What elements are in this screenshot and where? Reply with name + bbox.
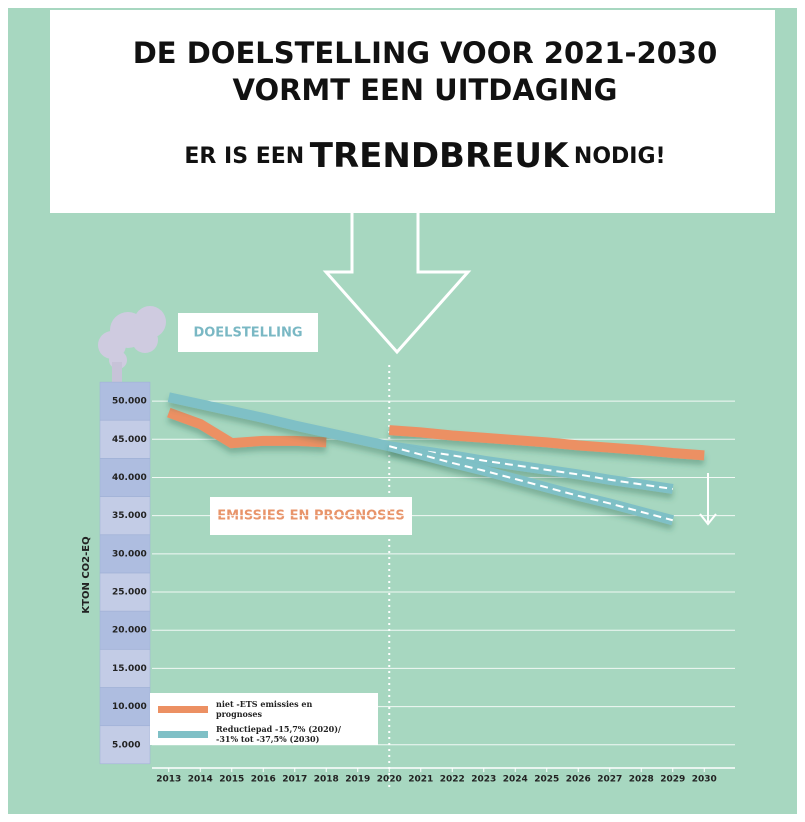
- chimney-block: [99, 496, 151, 535]
- y-tick-label: 50.000: [112, 397, 147, 407]
- down-arrow: [699, 473, 717, 526]
- y-tick-label: 30.000: [112, 549, 147, 559]
- y-tick-label: 5.000: [112, 740, 140, 750]
- subtitle-part: ER IS EEN: [184, 144, 304, 169]
- x-tick-label: 2021: [408, 775, 433, 785]
- chimney-block: [99, 381, 151, 421]
- x-tick-label: 2013: [156, 775, 181, 785]
- title: DE DOELSTELLING VOOR 2021-2030: [133, 36, 718, 70]
- chimney-top: [112, 362, 122, 384]
- x-tick-label: 2017: [282, 775, 307, 785]
- subtitle-part: TRENDBREUK: [310, 136, 570, 176]
- chimney-block: [99, 534, 151, 574]
- x-tick-label: 2016: [251, 775, 276, 785]
- y-tick-label: 35.000: [112, 511, 147, 521]
- x-tick-label: 2025: [534, 775, 559, 785]
- x-tick-label: 2026: [566, 775, 591, 785]
- subtitle: ER IS EEN TRENDBREUK NODIG!: [184, 136, 665, 176]
- smoke: [98, 306, 166, 369]
- series-line: [167, 407, 705, 461]
- x-tick-label: 2029: [660, 775, 685, 785]
- y-tick-label: 20.000: [112, 626, 147, 636]
- x-tick-label: 2022: [440, 775, 465, 785]
- x-tick-label: 2014: [188, 775, 213, 785]
- reduction-dash: [389, 445, 673, 490]
- legend-label: Reductiepad -15,7% (2020)/ -31% tot -37,…: [216, 724, 341, 744]
- legend-swatch: [158, 730, 208, 738]
- reduction-dash: [388, 445, 674, 522]
- legend-label: niet -ETS emissies en prognoses: [216, 699, 313, 719]
- title-box: [50, 10, 775, 213]
- y-tick-label: 15.000: [112, 664, 147, 674]
- legend-item: niet -ETS emissies en prognoses: [158, 699, 370, 719]
- title: VORMT EEN UITDAGING: [233, 73, 618, 107]
- chimney-block: [99, 687, 151, 726]
- y-tick-label: 40.000: [112, 473, 147, 483]
- legend-item: Reductiepad -15,7% (2020)/ -31% tot -37,…: [158, 724, 370, 744]
- x-tick-label: 2027: [597, 775, 622, 785]
- chimney-block: [99, 572, 151, 612]
- chimney-block: [99, 649, 151, 688]
- x-tick-label: 2019: [345, 775, 370, 785]
- x-tick-label: 2030: [692, 775, 717, 785]
- annotation-box: [178, 313, 318, 352]
- chimney-block: [99, 420, 151, 459]
- annotation: DOELSTELLING: [193, 326, 302, 341]
- arrow: [322, 213, 472, 355]
- y-tick-label: 25.000: [112, 588, 147, 598]
- chimney-block: [99, 725, 151, 765]
- chimney: [99, 381, 151, 765]
- chimney-block: [99, 458, 151, 497]
- legend-swatch: [158, 705, 208, 713]
- y-axis-label: KTON CO2-EQ: [81, 536, 92, 613]
- y-tick-label: 45.000: [112, 435, 147, 445]
- legend: niet -ETS emissies en prognoses Reductiep…: [150, 693, 378, 745]
- x-tick-label: 2018: [314, 775, 339, 785]
- x-tick-label: 2028: [629, 775, 654, 785]
- x-tick-label: 2023: [471, 775, 496, 785]
- x-tick-label: 2024: [503, 775, 528, 785]
- subtitle-part: NODIG!: [574, 144, 666, 169]
- y-tick-label: 10.000: [112, 702, 147, 712]
- chimney-block: [99, 610, 151, 650]
- x-tick-label: 2015: [219, 775, 244, 785]
